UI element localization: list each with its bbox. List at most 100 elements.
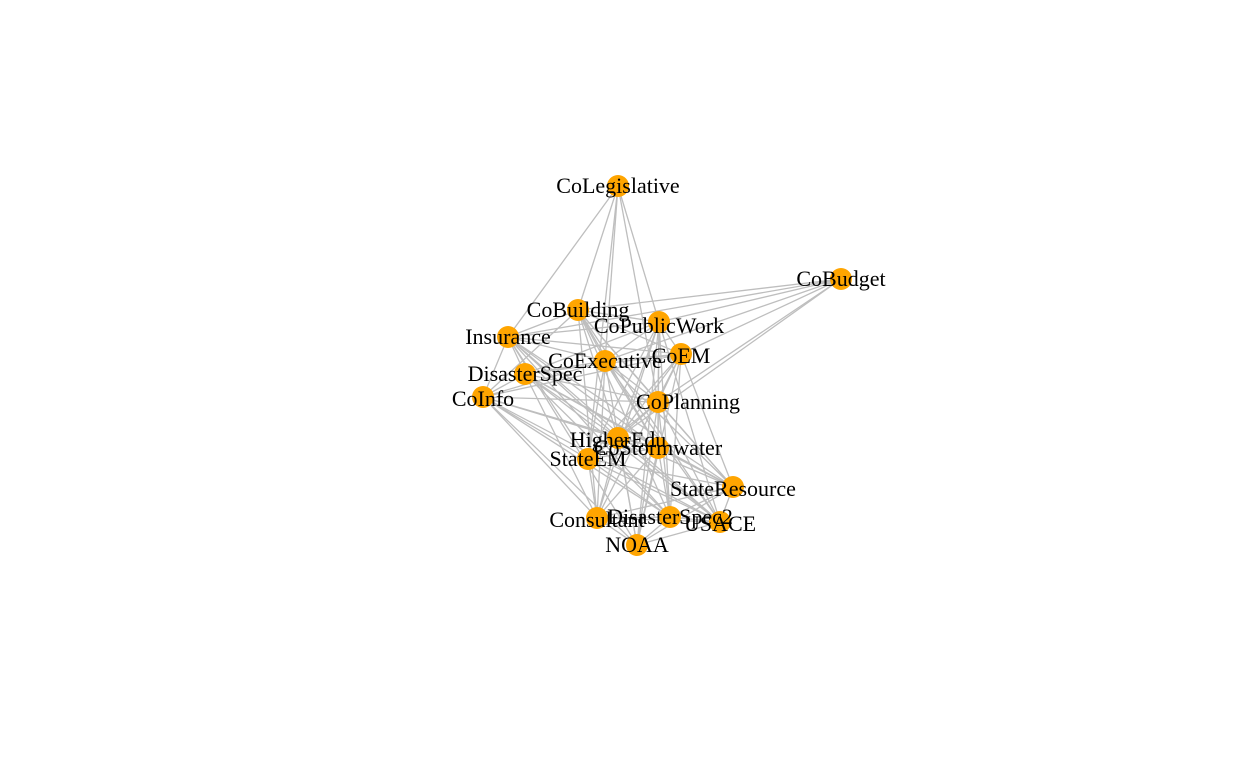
edge-cobudget-cobuilding <box>577 278 842 311</box>
edge-disasterspec2-stateem <box>587 458 671 518</box>
edge-coem-insurance <box>507 336 682 355</box>
node-higheredu[interactable] <box>607 427 629 449</box>
node-coem[interactable] <box>670 343 692 365</box>
edge-disasterspec-higheredu <box>524 373 619 439</box>
node-coplanning[interactable] <box>647 391 669 413</box>
node-label-disasterspec: DisasterSpec <box>468 361 583 386</box>
edge-coexecutive-costormwater <box>604 360 659 449</box>
edge-coplanning-usace <box>657 401 721 523</box>
edge-noaa-usace <box>636 521 721 546</box>
node-label-coinfo: CoInfo <box>452 386 514 411</box>
node-noaa[interactable] <box>626 534 648 556</box>
edge-cobudget-coem <box>680 278 842 355</box>
edge-consultant-higheredu <box>596 437 619 519</box>
edge-insurance-stateresource <box>507 336 734 488</box>
node-label-coexecutive: CoExecutive <box>548 348 662 373</box>
edge-consultant-stateresource <box>596 486 734 519</box>
edge-coinfo-coplanning <box>482 396 659 403</box>
node-copublicwork[interactable] <box>648 311 670 333</box>
edge-coinfo-usace <box>482 396 721 523</box>
edge-costormwater-disasterspec2 <box>657 447 671 518</box>
node-label-disasterspec2: DisasterSpec2 <box>607 504 733 529</box>
node-label-coplanning: CoPlanning <box>636 389 740 414</box>
node-label-costormwater: CoStormwater <box>594 435 723 460</box>
edge-colegislative-coplanning <box>617 185 659 403</box>
edge-colegislative-insurance <box>507 185 619 338</box>
edge-noaa-stateresource <box>636 486 734 546</box>
edge-cobuilding-colegislative <box>577 185 619 311</box>
edge-costormwater-consultant <box>596 447 659 519</box>
edge-cobudget-stateem <box>587 278 842 460</box>
node-insurance[interactable] <box>497 326 519 348</box>
edge-higheredu-stateresource <box>617 437 734 488</box>
edge-costormwater-stateem <box>587 447 659 460</box>
edge-coexecutive-consultant <box>596 360 606 519</box>
nodes-layer <box>472 175 852 556</box>
edge-coem-stateem <box>587 353 682 460</box>
edge-stateem-usace <box>587 458 721 523</box>
edge-copublicwork-higheredu <box>617 321 660 439</box>
edge-coinfo-disasterspec2 <box>482 396 671 518</box>
edge-cobudget-coexecutive <box>604 278 842 362</box>
node-label-noaa: NOAA <box>605 532 669 557</box>
node-disasterspec[interactable] <box>514 363 536 385</box>
edge-coplanning-noaa <box>636 401 659 546</box>
node-consultant[interactable] <box>586 507 608 529</box>
edge-coexecutive-insurance <box>507 336 606 362</box>
edge-coinfo-consultant <box>482 396 598 519</box>
node-cobuilding[interactable] <box>567 299 589 321</box>
node-label-insurance: Insurance <box>465 324 551 349</box>
node-label-stateem: StateEM <box>550 446 627 471</box>
edge-costormwater-stateresource <box>657 447 734 488</box>
edge-costormwater-noaa <box>636 447 659 546</box>
edge-cobudget-coplanning <box>657 278 842 403</box>
edge-cobuilding-disasterspec2 <box>577 309 671 518</box>
edge-coexecutive-stateem <box>587 360 606 460</box>
node-label-cobudget: CoBudget <box>796 266 885 291</box>
node-label-consultant: Consultant <box>549 507 644 532</box>
edge-disasterspec2-stateresource <box>669 486 734 518</box>
node-colegislative[interactable] <box>607 175 629 197</box>
edge-coexecutive-copublicwork <box>604 321 660 362</box>
labels-layer: CoLegislative CoBudget CoBuildingCoPublicW… <box>452 173 886 557</box>
node-label-coem: CoEM <box>652 343 711 368</box>
edge-colegislative-stateem <box>587 185 619 460</box>
node-label-stateresource: StateResource <box>670 476 796 501</box>
edge-coem-stateresource <box>680 353 734 488</box>
node-cobudget[interactable] <box>830 268 852 290</box>
edge-colegislative-copublicwork <box>617 185 660 323</box>
node-label-colegislative: CoLegislative <box>556 173 679 198</box>
node-usace[interactable] <box>709 511 731 533</box>
node-label-usace: USACE <box>684 511 756 536</box>
edge-consultant-usace <box>596 517 721 523</box>
edge-cobuilding-copublicwork <box>577 309 660 323</box>
edge-copublicwork-insurance <box>507 321 660 338</box>
edge-disasterspec2-insurance <box>507 336 671 518</box>
edge-coinfo-stateem <box>482 396 589 460</box>
edge-coexecutive-coplanning <box>604 360 659 403</box>
edge-coinfo-noaa <box>482 396 638 546</box>
node-label-copublicwork: CoPublicWork <box>594 313 724 338</box>
edge-coplanning-stateresource <box>657 401 734 488</box>
node-stateem[interactable] <box>577 448 599 470</box>
edge-higheredu-noaa <box>617 437 638 546</box>
edge-coem-coinfo <box>482 353 682 398</box>
node-costormwater[interactable] <box>647 437 669 459</box>
node-stateresource[interactable] <box>722 476 744 498</box>
edge-cobuilding-higheredu <box>577 309 619 439</box>
node-label-cobuilding: CoBuilding <box>527 297 630 322</box>
edge-costormwater-insurance <box>507 336 659 449</box>
node-coinfo[interactable] <box>472 386 494 408</box>
edge-coexecutive-colegislative <box>604 185 619 362</box>
node-disasterspec2[interactable] <box>659 506 681 528</box>
edges-layer <box>482 185 842 546</box>
node-label-higheredu: HigherEdu <box>570 427 667 452</box>
edge-coplanning-disasterspec <box>524 373 659 403</box>
edge-cobuilding-coem <box>577 309 682 355</box>
node-coexecutive[interactable] <box>594 350 616 372</box>
edge-cobudget-insurance <box>507 278 842 338</box>
edge-disasterspec-disasterspec2 <box>524 373 671 518</box>
edge-cobudget-copublicwork <box>658 278 842 323</box>
